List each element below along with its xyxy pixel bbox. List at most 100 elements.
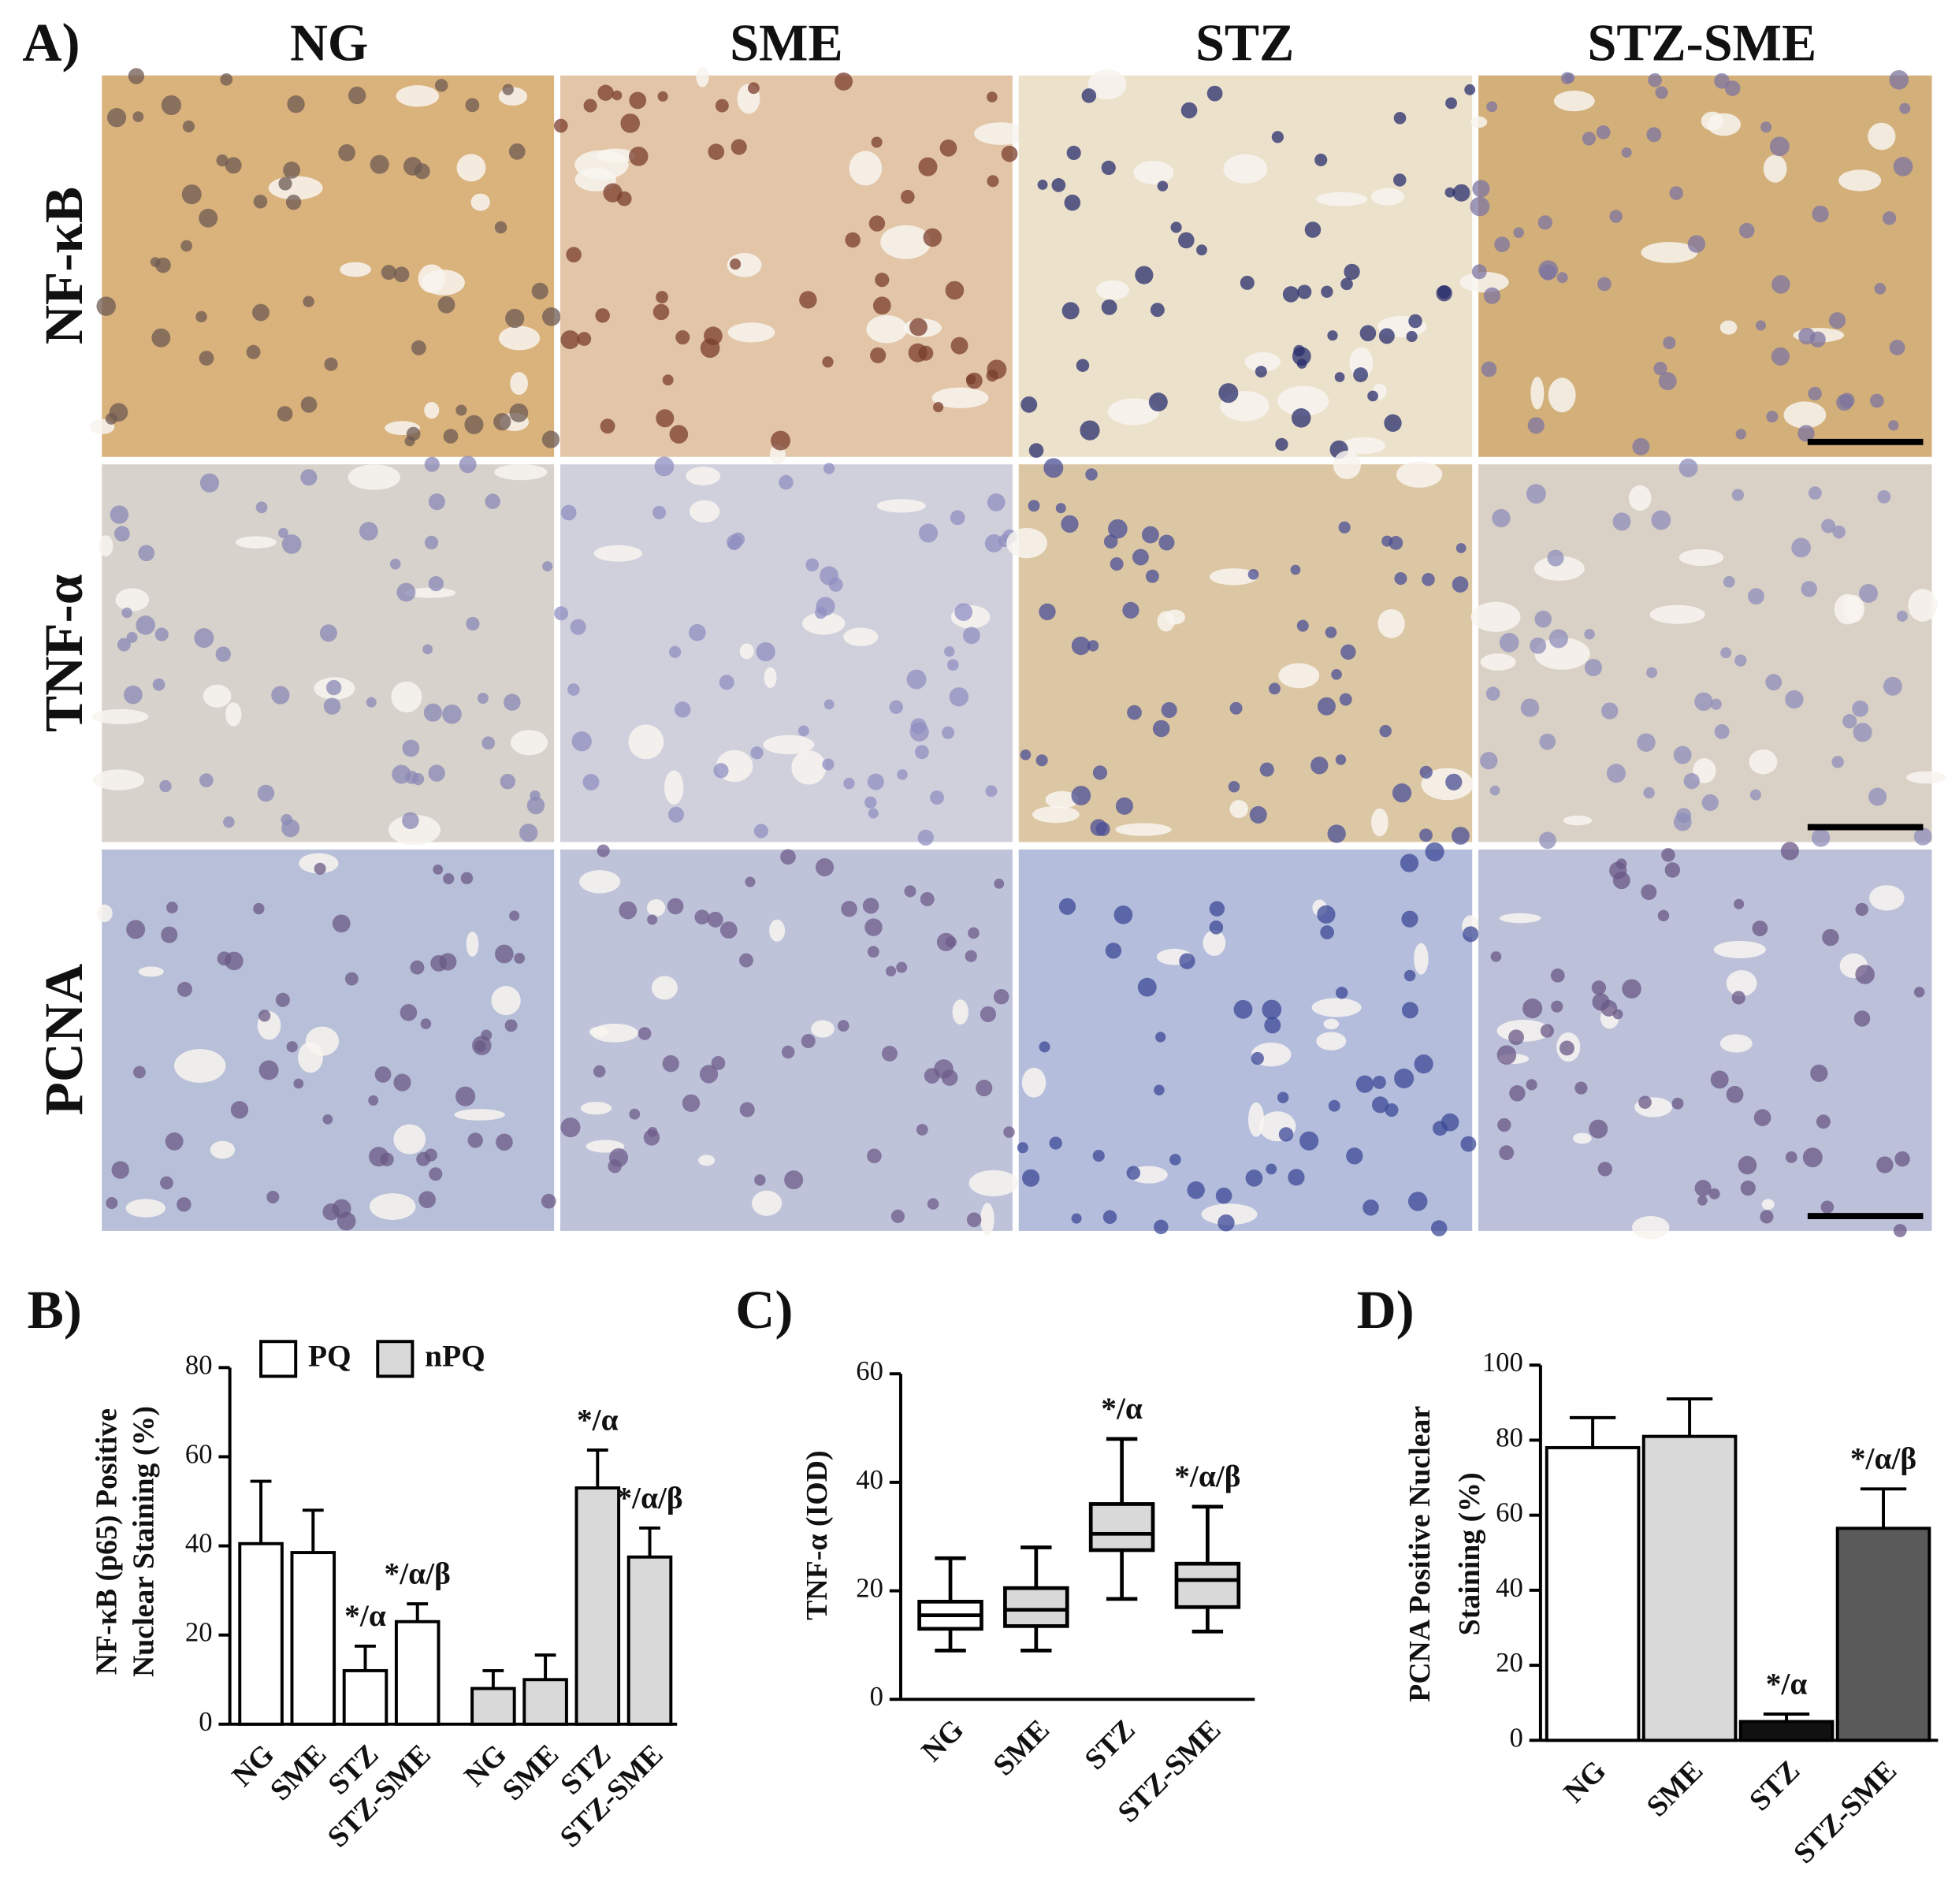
nucleus: [571, 731, 592, 752]
nucleus: [424, 1148, 437, 1162]
nucleus: [180, 240, 193, 252]
nucleus: [1655, 86, 1668, 99]
y-tick-label: 60: [856, 1355, 883, 1386]
nucleus: [182, 120, 195, 133]
nucleus: [1071, 786, 1091, 805]
legend-label: PQ: [308, 1338, 351, 1373]
nucleus: [906, 669, 927, 690]
y-tick-label: 0: [870, 1681, 883, 1712]
vacuole: [1006, 527, 1047, 559]
y-tick-label: 40: [185, 1528, 213, 1559]
vacuole: [1719, 1034, 1753, 1053]
nucleus: [1180, 102, 1198, 119]
nucleus: [582, 773, 600, 790]
nucleus: [949, 687, 969, 707]
vacuole: [1470, 116, 1488, 128]
nucleus: [662, 1054, 679, 1073]
nucleus: [1218, 383, 1239, 403]
vacuole: [1499, 913, 1541, 924]
nucleus: [1653, 362, 1667, 376]
nucleus: [1394, 572, 1407, 586]
nucleus: [1836, 394, 1853, 411]
nucleus: [542, 561, 553, 572]
vacuole: [1045, 790, 1079, 809]
nucleus: [300, 396, 318, 413]
micrograph: [1478, 849, 1932, 1231]
nucleus: [1740, 1181, 1756, 1196]
nucleus: [1816, 1114, 1831, 1129]
nucleus: [1249, 805, 1267, 824]
nucleus: [987, 493, 1006, 511]
nucleus: [1340, 277, 1353, 291]
annotation: */α: [344, 1598, 386, 1633]
nucleus: [1080, 420, 1100, 441]
nucleus: [1731, 489, 1745, 501]
nucleus: [1853, 723, 1872, 742]
nucleus: [177, 981, 192, 997]
nucleus: [325, 679, 342, 696]
vacuole: [764, 667, 777, 688]
nucleus: [402, 739, 420, 757]
vacuole: [1868, 885, 1905, 911]
nucleus: [619, 901, 638, 920]
nucleus: [324, 357, 338, 371]
nucleus: [993, 989, 1009, 1005]
nucleus: [897, 769, 908, 780]
nucleus: [652, 303, 670, 321]
nucleus: [595, 308, 610, 323]
nucleus: [287, 95, 305, 113]
nucleus: [124, 685, 143, 705]
row-label: NF-κB: [34, 187, 95, 344]
nucleus: [815, 857, 835, 877]
annotation: */α/β: [1850, 1441, 1916, 1476]
y-tick-label: 20: [185, 1617, 213, 1648]
nucleus: [1102, 1210, 1117, 1225]
vacuole: [1333, 450, 1361, 480]
nucleus: [1646, 127, 1662, 143]
nucleus: [1643, 787, 1655, 799]
vacuole: [1783, 401, 1827, 429]
nucleus: [1735, 429, 1746, 440]
micrograph: [102, 75, 555, 457]
nucleus: [496, 1133, 513, 1151]
nucleus: [1499, 633, 1519, 653]
vacuole: [174, 1049, 226, 1083]
nucleus: [151, 328, 171, 348]
nucleus: [1452, 576, 1469, 593]
nucleus: [1606, 764, 1626, 783]
nucleus: [1723, 575, 1735, 588]
vacuole: [396, 85, 440, 107]
y-tick-label: 20: [1496, 1647, 1523, 1678]
nucleus: [1154, 1219, 1169, 1235]
nucleus: [1896, 610, 1908, 622]
nucleus: [1526, 484, 1546, 504]
nucleus: [393, 266, 410, 283]
nucleus: [616, 191, 632, 206]
nucleus: [1597, 1162, 1612, 1177]
nucleus: [199, 773, 214, 788]
nucleus: [994, 878, 1005, 889]
nucleus: [1812, 205, 1829, 223]
nucleus: [1508, 1029, 1524, 1046]
vacuole: [498, 325, 541, 351]
nucleus: [1266, 1163, 1277, 1175]
legend-swatch: [376, 1340, 415, 1378]
nucleus: [1017, 1142, 1028, 1154]
vacuole: [510, 730, 548, 756]
nucleus: [1291, 408, 1311, 428]
annotation: */α/β: [1174, 1459, 1240, 1493]
nucleus: [460, 872, 474, 885]
nucleus: [1526, 1079, 1537, 1091]
nucleus: [1384, 414, 1402, 432]
nucleus: [1304, 221, 1322, 238]
nucleus: [253, 194, 268, 209]
bar: [1641, 1434, 1738, 1742]
nucleus: [871, 136, 883, 148]
nucleus: [1801, 581, 1817, 597]
nucleus: [1169, 1154, 1181, 1166]
nucleus: [868, 215, 886, 232]
nucleus: [370, 154, 389, 174]
y-axis-label: PCNA Positive Nuclear: [1403, 1406, 1437, 1702]
nucleus: [1651, 510, 1671, 530]
nucleus: [314, 862, 326, 875]
